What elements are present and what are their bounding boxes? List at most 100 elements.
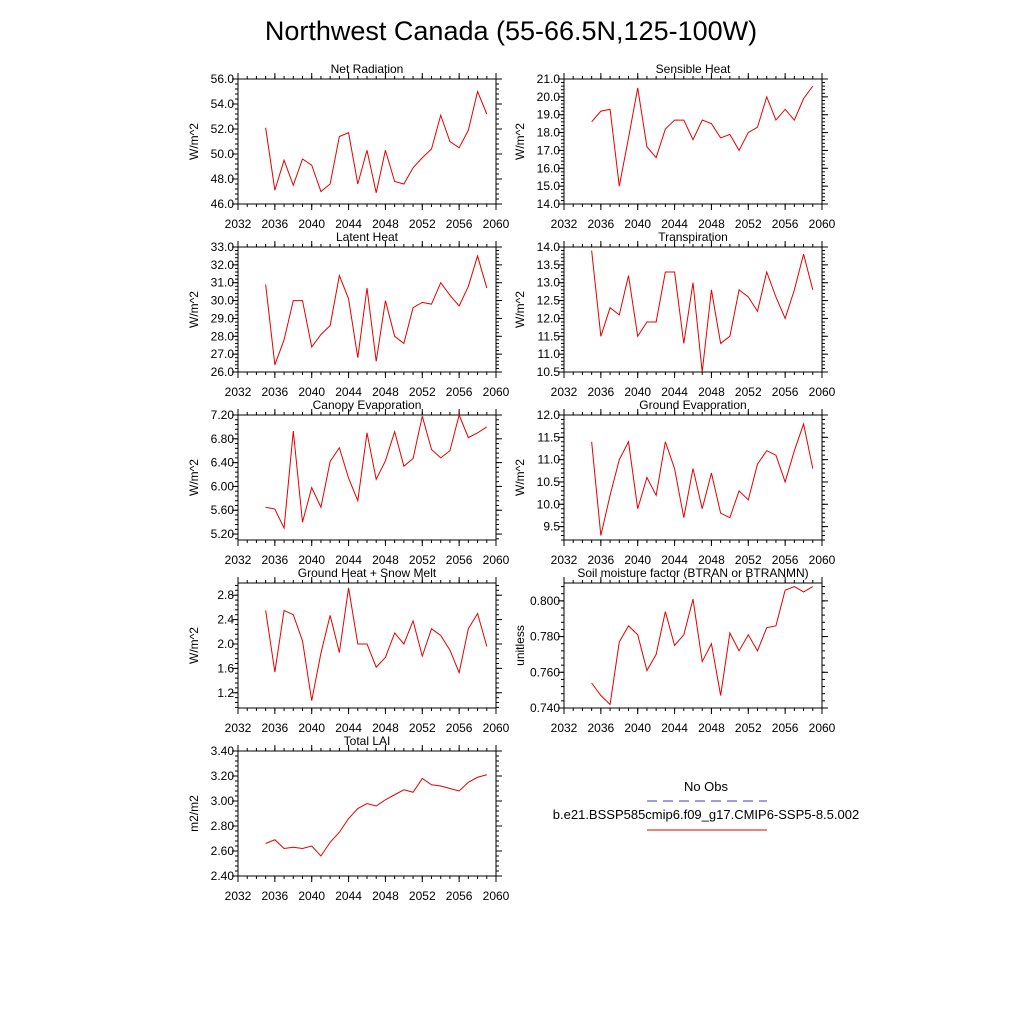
panel-3: Latent Heat 2032 2036 2040 2044 2048 2052 2056 2… [187, 230, 510, 399]
x-tick-label: 2032 [551, 721, 578, 735]
x-tick-label: 2052 [409, 553, 436, 567]
panel-title: Net Radiation [331, 62, 404, 76]
x-tick-label: 2044 [335, 721, 362, 735]
x-tick-label: 2036 [588, 553, 615, 567]
y-tick-label: 29.0 [211, 311, 235, 325]
y-tick-label: 21.0 [537, 72, 561, 86]
x-tick-label: 2056 [772, 217, 799, 231]
x-tick-label: 2032 [225, 217, 252, 231]
x-tick-label: 2060 [483, 217, 510, 231]
y-tick-label: 33.0 [211, 240, 235, 254]
panel-4: Transpiration 2032 2036 2040 2044 2048 2052 205… [513, 230, 836, 399]
y-tick-label: 20.0 [537, 90, 561, 104]
y-tick-label: 5.20 [211, 527, 235, 541]
panel-2: Sensible Heat 2032 2036 2040 2044 2048 2052 205… [513, 62, 836, 231]
x-tick-label: 2048 [698, 553, 725, 567]
y-tick-label: 14.0 [537, 240, 561, 254]
y-axis-label: W/m^2 [187, 291, 201, 328]
figure-title: Northwest Canada (55-66.5N,125-100W) [265, 16, 757, 46]
x-tick-label: 2052 [735, 721, 762, 735]
x-tick-label: 2048 [698, 721, 725, 735]
series-line-1 [591, 85, 814, 187]
x-tick-label: 2044 [335, 553, 362, 567]
panel-9: Total LAI 2032 2036 2040 2044 2048 2052 2056 206… [187, 734, 510, 903]
y-tick-label: 30.0 [211, 294, 235, 308]
panel-title: Canopy Evaporation [313, 398, 422, 412]
x-tick-label: 2036 [262, 217, 289, 231]
y-tick-label: 27.0 [211, 347, 235, 361]
y-tick-label: 14.0 [537, 197, 561, 211]
y-tick-label: 2.80 [211, 819, 235, 833]
panels: Net Radiation 2032 2036 2040 2044 2048 2052 205… [187, 62, 836, 903]
x-tick-label: 2032 [551, 217, 578, 231]
y-tick-label: 1.6 [217, 661, 234, 675]
y-tick-label: 50.0 [211, 147, 235, 161]
y-tick-label: 11.0 [538, 453, 561, 467]
y-tick-label: 0.800 [530, 594, 560, 608]
y-tick-label: 56.0 [211, 72, 235, 86]
panel-title: Ground Heat + Snow Melt [298, 566, 437, 580]
x-tick-label: 2032 [225, 385, 252, 399]
series-line-1 [265, 774, 487, 857]
x-tick-label: 2036 [588, 385, 615, 399]
panel-title: Soil moisture factor (BTRAN or BTRANMN) [577, 566, 808, 580]
y-axis-label: W/m^2 [513, 459, 527, 496]
y-axis-label: W/m^2 [513, 291, 527, 328]
y-tick-label: 16.0 [537, 161, 561, 175]
plot-frame [563, 246, 823, 373]
x-tick-label: 2036 [262, 385, 289, 399]
x-tick-label: 2036 [262, 721, 289, 735]
x-tick-label: 2040 [298, 889, 325, 903]
y-tick-label: 12.5 [537, 294, 561, 308]
y-tick-label: 15.0 [537, 179, 561, 193]
x-tick-label: 2052 [409, 721, 436, 735]
y-tick-label: 6.40 [211, 456, 235, 470]
series-line-1 [591, 586, 814, 706]
y-tick-label: 32.0 [211, 258, 235, 272]
x-tick-label: 2052 [409, 217, 436, 231]
y-tick-label: 52.0 [211, 122, 235, 136]
plot-frame [237, 582, 497, 709]
x-tick-label: 2056 [446, 385, 473, 399]
panel-title: Latent Heat [336, 230, 399, 244]
x-tick-label: 2048 [698, 385, 725, 399]
x-tick-label: 2048 [372, 217, 399, 231]
y-tick-label: 11.5 [538, 329, 561, 343]
y-tick-label: 17.0 [537, 143, 561, 157]
x-tick-label: 2040 [298, 553, 325, 567]
y-tick-label: 48.0 [211, 172, 235, 186]
y-tick-label: 12.0 [537, 311, 561, 325]
y-tick-label: 7.20 [211, 408, 235, 422]
y-tick-label: 2.8 [217, 588, 234, 602]
x-tick-label: 2040 [624, 721, 651, 735]
y-tick-label: 2.60 [211, 844, 235, 858]
x-tick-label: 2060 [809, 721, 836, 735]
x-tick-label: 2060 [483, 889, 510, 903]
series-line-1 [265, 587, 488, 701]
y-tick-label: 13.0 [537, 276, 561, 290]
y-tick-label: 0.780 [530, 630, 560, 644]
y-tick-label: 3.00 [211, 794, 235, 808]
x-tick-label: 2040 [298, 217, 325, 231]
y-tick-label: 10.5 [537, 365, 561, 379]
legend-obs-label: No Obs [684, 779, 729, 794]
series-line-1 [265, 413, 488, 530]
y-tick-label: 46.0 [211, 197, 235, 211]
x-tick-label: 2060 [809, 553, 836, 567]
x-tick-label: 2052 [735, 385, 762, 399]
y-tick-label: 0.740 [530, 701, 560, 715]
x-tick-label: 2060 [809, 217, 836, 231]
legend: No Obs b.e21.BSSP585cmip6.f09_g17.CMIP6-… [553, 779, 859, 831]
series-line-1 [265, 254, 488, 366]
y-axis-label: W/m^2 [187, 459, 201, 496]
x-tick-label: 2036 [588, 721, 615, 735]
y-tick-label: 10.0 [537, 497, 561, 511]
x-tick-label: 2052 [409, 385, 436, 399]
y-tick-label: 11.0 [538, 347, 561, 361]
series-line-1 [265, 89, 488, 193]
x-tick-label: 2056 [446, 553, 473, 567]
x-tick-label: 2044 [661, 385, 688, 399]
y-tick-label: 54.0 [211, 97, 235, 111]
x-tick-label: 2032 [225, 721, 252, 735]
